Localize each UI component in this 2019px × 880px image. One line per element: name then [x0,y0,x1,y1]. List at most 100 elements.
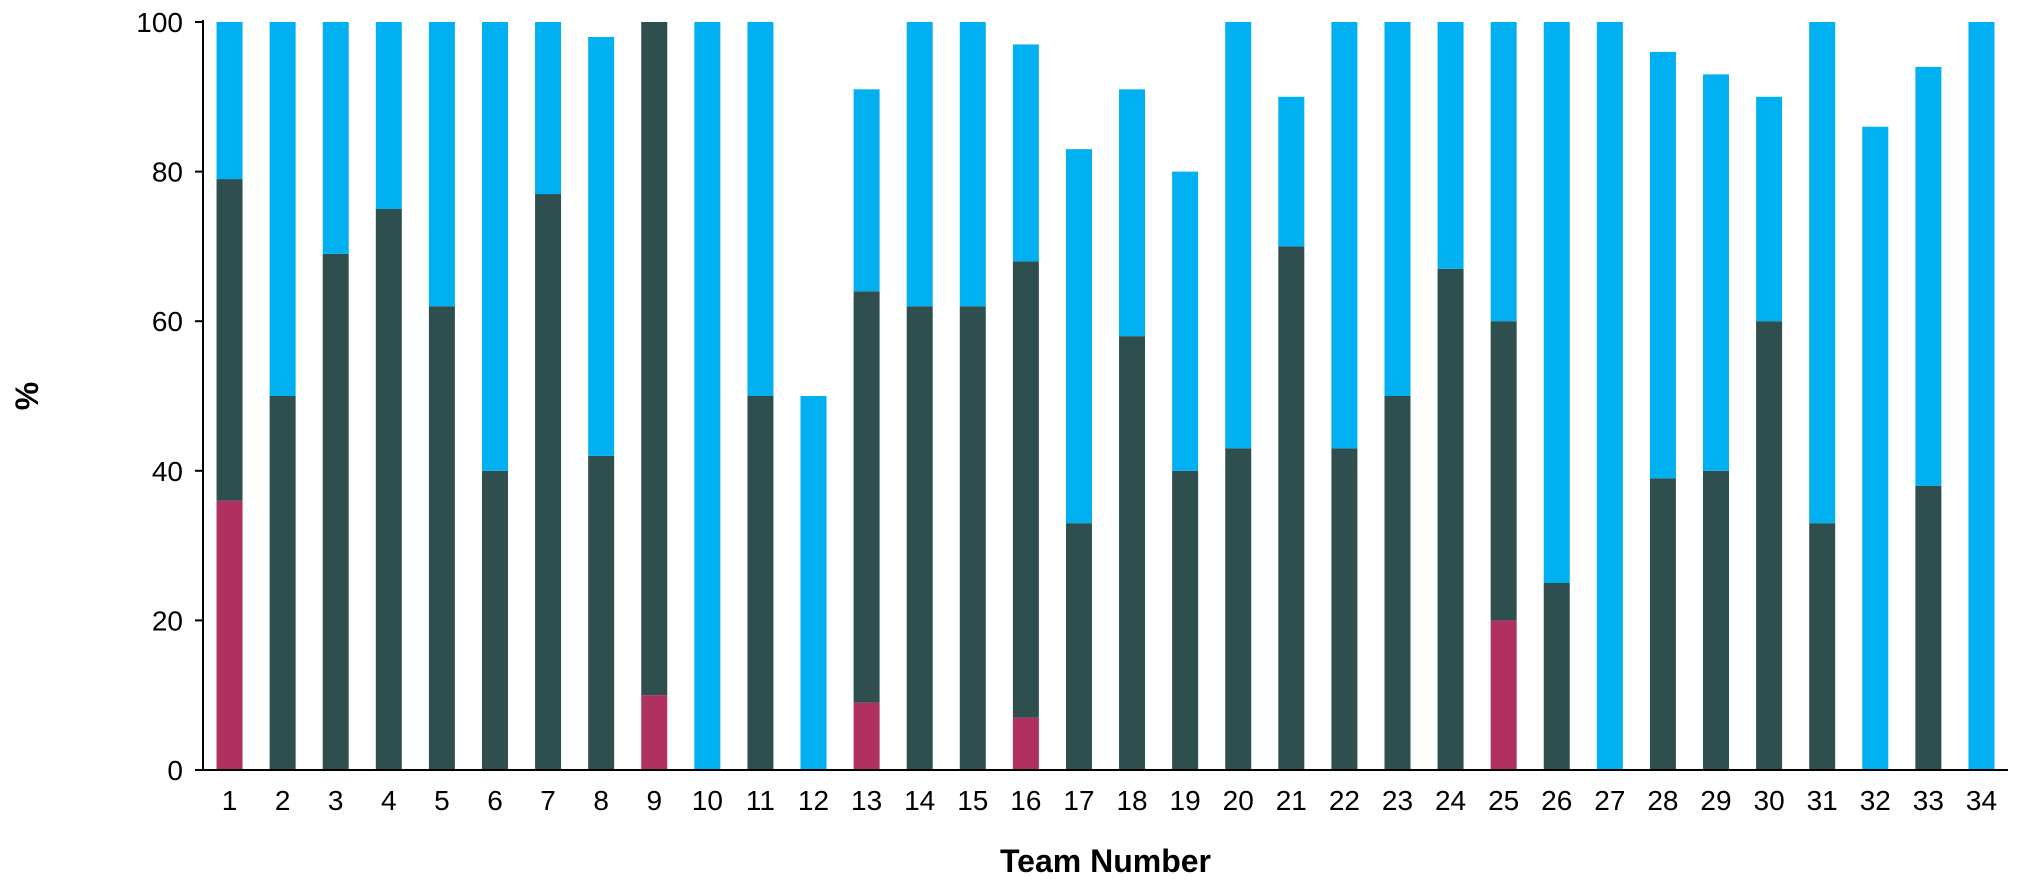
bar-segment-team-14-series-2 [906,306,933,770]
bar-segment-team-26-series-3 [1543,22,1570,583]
bar-segment-team-21-series-2 [1278,246,1305,770]
x-tick-label: 17 [1063,785,1094,816]
bar-segment-team-27-series-3 [1596,22,1623,770]
bars-layer [216,22,1995,771]
bar-segment-team-28-series-2 [1649,478,1676,770]
bar-segment-team-15-series-3 [959,22,986,307]
bar-segment-team-21-series-3 [1278,96,1305,247]
bar-segment-team-30-series-2 [1756,321,1783,770]
bar-segment-team-23-series-3 [1384,22,1411,396]
bar-segment-team-2-series-2 [269,396,296,770]
y-tick-label: 80 [152,157,183,188]
bar-segment-team-19-series-2 [1172,470,1199,770]
x-tick-label: 28 [1647,785,1678,816]
bar-segment-team-4-series-3 [375,22,402,209]
x-tick-label: 8 [593,785,609,816]
bar-segment-team-6-series-2 [481,470,508,770]
bar-segment-team-16-series-1 [1012,717,1039,770]
bar-segment-team-16-series-3 [1012,44,1039,262]
bar-segment-team-7-series-3 [535,22,562,195]
bar-segment-team-25-series-3 [1490,22,1517,322]
x-tick-label: 19 [1170,785,1201,816]
bar-segment-team-33-series-3 [1915,66,1942,486]
x-tick-label: 11 [746,785,775,816]
x-tick-label: 33 [1913,785,1944,816]
x-tick-label: 7 [540,785,556,816]
bar-segment-team-29-series-2 [1703,470,1730,770]
x-tick-label: 9 [646,785,662,816]
x-axis-title: Team Number [1000,843,1211,879]
bar-segment-team-5-series-3 [428,22,455,307]
bar-segment-team-6-series-3 [481,22,508,471]
bar-segment-team-32-series-3 [1862,126,1889,771]
x-tick-label: 22 [1329,785,1360,816]
y-tick-label: 0 [167,755,183,786]
x-tick-label: 4 [381,785,397,816]
x-tick-label: 15 [957,785,988,816]
x-tick-label: 18 [1116,785,1147,816]
x-tick-label: 2 [275,785,291,816]
bar-segment-team-31-series-2 [1809,523,1836,770]
bar-segment-team-3-series-3 [322,22,349,254]
bar-segment-team-2-series-3 [269,22,296,396]
x-tick-label: 14 [904,785,935,816]
bar-segment-team-17-series-3 [1065,149,1092,524]
bar-segment-team-25-series-2 [1490,321,1517,621]
axes-layer [195,20,2008,771]
x-tick-label: 29 [1700,785,1731,816]
x-tick-label: 21 [1276,785,1307,816]
x-tick-label: 30 [1754,785,1785,816]
x-tick-label: 24 [1435,785,1466,816]
bar-segment-team-20-series-3 [1225,22,1252,449]
bar-segment-team-9-series-1 [641,695,668,770]
bar-segment-team-26-series-2 [1543,583,1570,770]
bar-segment-team-18-series-3 [1119,89,1146,337]
y-axis-title: % [9,382,45,410]
bar-segment-team-24-series-2 [1437,268,1464,770]
bar-segment-team-11-series-3 [747,22,774,396]
bar-segment-team-30-series-3 [1756,96,1783,322]
bar-segment-team-17-series-2 [1065,523,1092,770]
x-tick-label: 20 [1223,785,1254,816]
x-tick-label: 13 [851,785,882,816]
bar-segment-team-9-series-2 [641,22,668,696]
bar-segment-team-14-series-3 [906,22,933,307]
x-tick-label: 34 [1966,785,1997,816]
x-tick-label: 12 [798,785,829,816]
bar-segment-team-22-series-3 [1331,22,1358,449]
bar-segment-team-20-series-2 [1225,448,1252,770]
bar-segment-team-16-series-2 [1012,261,1039,718]
bar-segment-team-25-series-1 [1490,620,1517,770]
x-tick-label: 27 [1594,785,1625,816]
x-tick-label: 26 [1541,785,1572,816]
bar-segment-team-5-series-2 [428,306,455,770]
y-tick-label: 40 [152,456,183,487]
bar-segment-team-19-series-3 [1172,171,1199,471]
bar-segment-team-7-series-2 [535,194,562,771]
bar-segment-team-31-series-3 [1809,22,1836,524]
bar-segment-team-22-series-2 [1331,448,1358,770]
bar-segment-team-4-series-2 [375,209,402,770]
bar-segment-team-10-series-3 [694,22,721,770]
x-tick-label: 10 [692,785,723,816]
y-tick-label: 60 [152,306,183,337]
x-tick-label: 6 [487,785,503,816]
x-tick-label: 32 [1860,785,1891,816]
bar-segment-team-1-series-2 [216,179,243,501]
bar-segment-team-13-series-2 [853,291,880,703]
labels-layer: 1 2 3 4 5 6 7 8 9 10 11 12 13 14 15 16 17 18 19 20 21 22 23 24 2… [136,7,1997,816]
y-tick-label: 100 [136,7,183,38]
bar-segment-team-34-series-3 [1968,22,1995,770]
bar-segment-team-18-series-2 [1119,336,1146,770]
x-tick-label: 3 [328,785,344,816]
x-tick-label: 23 [1382,785,1413,816]
bar-segment-team-1-series-3 [216,22,243,180]
bar-segment-team-12-series-3 [800,396,827,770]
bar-segment-team-1-series-1 [216,500,243,770]
bar-segment-team-13-series-3 [853,89,880,292]
x-tick-label: 16 [1010,785,1041,816]
bar-segment-team-33-series-2 [1915,485,1942,770]
bar-segment-team-23-series-2 [1384,396,1411,770]
bar-segment-team-28-series-3 [1649,51,1676,479]
